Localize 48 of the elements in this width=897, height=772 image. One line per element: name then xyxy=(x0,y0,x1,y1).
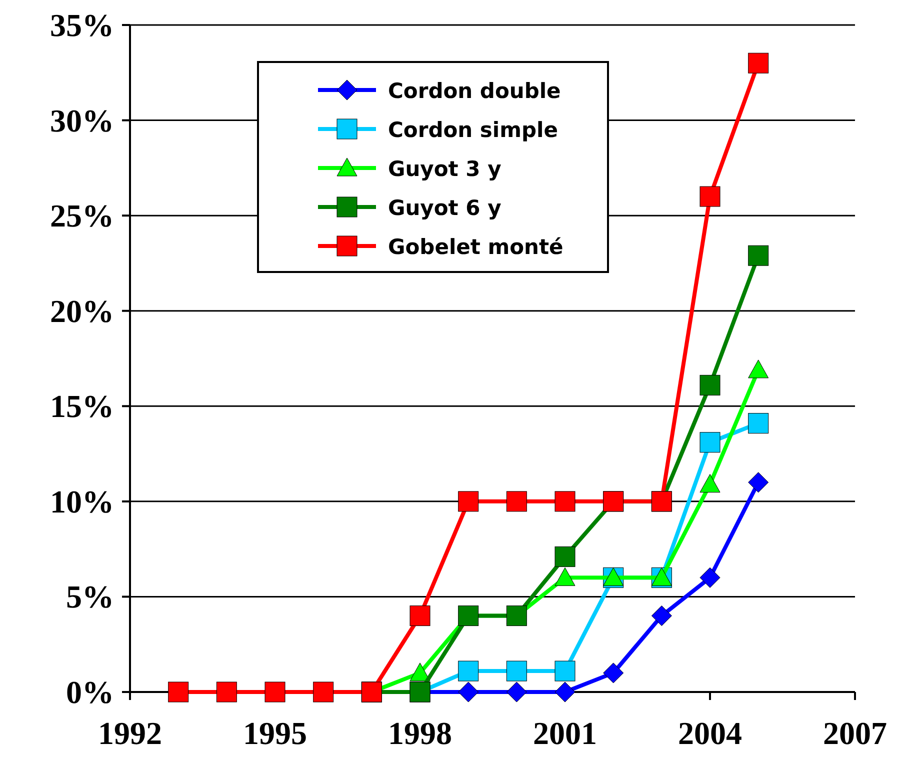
legend-label: Guyot 6 y xyxy=(388,196,502,220)
x-tick-label: 1995 xyxy=(243,715,307,751)
point xyxy=(506,660,527,682)
point xyxy=(651,606,672,626)
y-tick-label: 25% xyxy=(50,198,114,234)
point xyxy=(313,682,334,702)
x-tick-label: 2004 xyxy=(678,715,742,751)
y-tick-label: 15% xyxy=(50,388,114,424)
y-tick-label: 10% xyxy=(50,483,114,520)
point xyxy=(748,413,769,434)
point xyxy=(554,660,576,682)
x-tick-label: 1992 xyxy=(98,715,162,751)
point xyxy=(748,360,769,378)
legend-label: Guyot 3 y xyxy=(388,157,502,181)
x-tick-label: 2007 xyxy=(823,715,887,751)
point xyxy=(554,546,576,567)
point xyxy=(410,662,430,682)
x-tick-label: 2001 xyxy=(533,715,597,751)
point xyxy=(410,606,430,626)
point xyxy=(216,682,237,702)
point xyxy=(506,682,527,702)
y-tick-label: 5% xyxy=(66,578,114,615)
point xyxy=(700,186,720,207)
point xyxy=(554,491,576,512)
point xyxy=(748,245,769,266)
x-tick-label: 1998 xyxy=(388,715,452,751)
point xyxy=(748,52,769,74)
point xyxy=(506,491,527,512)
point xyxy=(458,682,479,702)
point xyxy=(700,567,720,588)
point xyxy=(264,682,286,702)
point xyxy=(748,472,769,493)
point xyxy=(700,432,720,453)
point xyxy=(603,662,624,684)
point xyxy=(458,491,479,512)
point xyxy=(554,567,576,586)
legend-label: Cordon simple xyxy=(388,118,558,142)
point xyxy=(458,660,479,682)
point xyxy=(168,682,189,702)
y-tick-label: 20% xyxy=(50,292,114,329)
legend-label: Cordon double xyxy=(388,79,561,103)
point xyxy=(700,374,720,396)
point xyxy=(700,474,720,493)
y-tick-label: 35% xyxy=(50,7,114,43)
y-tick-label: 0% xyxy=(66,674,114,710)
legend-label: Gobelet monté xyxy=(388,235,564,259)
y-tick-label: 30% xyxy=(50,102,114,138)
point xyxy=(554,682,576,702)
